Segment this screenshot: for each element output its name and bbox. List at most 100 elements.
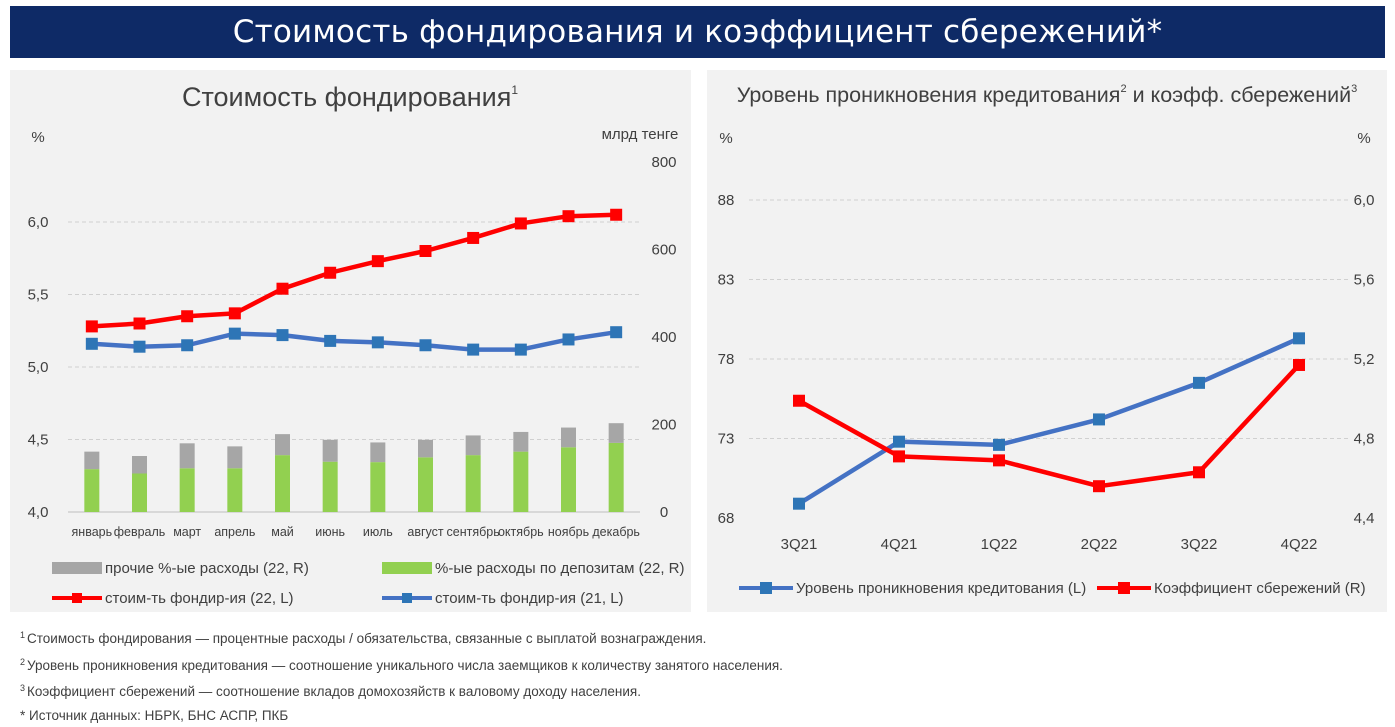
series-marker [134,318,146,330]
bar-segment [418,440,433,458]
series-marker [229,307,241,319]
series-marker [86,338,98,350]
series-marker [1093,480,1105,492]
series-marker [1193,377,1205,389]
bar-segment [323,462,338,512]
y-right-tick-label: 5,6 [1354,272,1375,289]
legend-swatch [382,562,432,574]
legend-marker [1118,582,1130,594]
y-left-tick-label: 68 [718,510,735,527]
legend-label: Коэффициент сбережений (R) [1154,580,1366,597]
series-marker [793,498,805,510]
footnote-source: * Источник данных: НБРК, БНС АСПР, ПКБ [20,704,1380,727]
x-tick-label: 3Q21 [781,536,818,553]
series-marker [324,335,336,347]
legend-label: %-ые расходы по депозитам (22, R) [435,560,685,577]
bar-segment [180,468,195,512]
x-tick-label: декабрь [592,525,640,539]
y-right-tick-label: 200 [651,417,676,434]
penetration-savings-panel: Уровень проникновения кредитования2 и ко… [707,70,1387,612]
bar-segment [275,434,290,455]
series-marker [467,232,479,244]
banner-title: Стоимость фондирования и коэффициент сбе… [233,14,1163,50]
x-tick-label: январь [72,525,113,539]
y-left-tick-label: 88 [718,192,735,209]
series-marker [793,395,805,407]
bar-segment [323,440,338,462]
penetration-savings-chart: Уровень проникновения кредитования2 и ко… [707,70,1387,612]
series-line [799,338,1299,503]
series-marker [372,255,384,267]
x-tick-label: 3Q22 [1181,536,1218,553]
y-right-unit: % [1357,130,1370,147]
series-marker [420,245,432,257]
x-tick-label: май [271,525,294,539]
bar-segment [227,468,242,512]
bar-segment [180,443,195,468]
y-right-tick-label: 400 [651,329,676,346]
bar-segment [513,452,528,512]
y-left-tick-label: 5,5 [28,287,49,304]
series-marker [1093,413,1105,425]
chart-title: Уровень проникновения кредитования2 и ко… [737,83,1358,107]
bar-segment [370,462,385,512]
y-right-tick-label: 600 [651,242,676,259]
y-left-unit: % [719,130,732,147]
chart-title: Стоимость фондирования1 [182,82,518,112]
bar-segment [609,423,624,443]
bar-segment [370,442,385,462]
series-marker [134,341,146,353]
series-marker [1293,359,1305,371]
series-marker [893,436,905,448]
series-marker [372,336,384,348]
bar-segment [132,456,147,474]
series-marker [277,329,289,341]
series-marker [563,210,575,222]
legend-label: прочие %-ые расходы (22, R) [105,560,309,577]
x-tick-label: февраль [114,525,166,539]
legend-label: стоим-ть фондир-ия (21, L) [435,590,624,607]
bar-segment [227,446,242,468]
series-line [92,215,616,327]
series-marker [181,339,193,351]
x-tick-label: июнь [315,525,345,539]
series-marker [86,320,98,332]
x-tick-label: 4Q22 [1281,536,1318,553]
series-marker [277,283,289,295]
bar-segment [275,455,290,512]
series-marker [1293,332,1305,344]
series-line [92,332,616,349]
y-right-tick-label: 0 [660,504,668,521]
x-tick-label: ноябрь [548,525,589,539]
y-left-tick-label: 78 [718,351,735,368]
bar-segment [84,469,99,512]
x-tick-label: 4Q21 [881,536,918,553]
series-marker [181,310,193,322]
y-right-unit: млрд тенге [602,126,679,143]
series-marker [515,217,527,229]
y-right-tick-label: 5,2 [1354,351,1375,368]
x-tick-label: август [407,525,444,539]
series-marker [324,267,336,279]
bar-segment [418,457,433,512]
bar-segment [466,435,481,455]
bar-segment [513,432,528,452]
y-left-tick-label: 73 [718,431,735,448]
y-left-tick-label: 83 [718,272,735,289]
series-marker [610,209,622,221]
legend-swatch [52,562,102,574]
y-right-tick-label: 6,0 [1354,192,1375,209]
series-line [799,365,1299,486]
series-marker [893,450,905,462]
funding-cost-chart: Стоимость фондирования1%млрд тенге4,04,5… [10,70,691,612]
y-left-tick-label: 5,0 [28,359,49,376]
bar-segment [561,447,576,512]
y-right-tick-label: 800 [651,154,676,171]
series-marker [1193,466,1205,478]
series-marker [467,344,479,356]
x-tick-label: 2Q22 [1081,536,1118,553]
